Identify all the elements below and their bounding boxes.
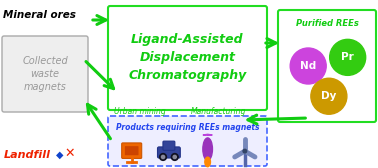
- FancyBboxPatch shape: [122, 143, 142, 158]
- Circle shape: [311, 78, 347, 114]
- Text: ✕: ✕: [65, 147, 75, 160]
- Ellipse shape: [203, 138, 212, 160]
- Text: Collected
waste
magnets: Collected waste magnets: [22, 56, 68, 92]
- FancyArrowPatch shape: [203, 134, 212, 135]
- FancyBboxPatch shape: [108, 6, 267, 110]
- Text: Urban mining: Urban mining: [114, 107, 166, 116]
- Text: ◆: ◆: [56, 150, 64, 160]
- Circle shape: [290, 48, 326, 84]
- FancyBboxPatch shape: [158, 147, 180, 158]
- Ellipse shape: [205, 157, 211, 167]
- Text: Nd: Nd: [300, 61, 316, 71]
- Text: Ligand-Assisted
Displacement
Chromatography: Ligand-Assisted Displacement Chromatogra…: [129, 33, 246, 82]
- Text: Pr: Pr: [341, 52, 354, 62]
- Circle shape: [173, 155, 177, 159]
- Text: Purified REEs: Purified REEs: [296, 19, 358, 29]
- Text: Landfill: Landfill: [4, 150, 51, 160]
- FancyBboxPatch shape: [125, 146, 138, 155]
- Circle shape: [171, 154, 178, 160]
- Circle shape: [160, 154, 166, 160]
- Text: Products requiring REEs magnets: Products requiring REEs magnets: [116, 122, 259, 132]
- Circle shape: [330, 39, 366, 75]
- FancyBboxPatch shape: [278, 10, 376, 122]
- Circle shape: [243, 149, 247, 153]
- Text: Manufacturing: Manufacturing: [191, 107, 246, 116]
- FancyBboxPatch shape: [163, 141, 175, 150]
- Circle shape: [161, 155, 165, 159]
- Text: Mineral ores: Mineral ores: [3, 10, 76, 20]
- FancyBboxPatch shape: [2, 36, 88, 112]
- FancyBboxPatch shape: [108, 116, 267, 166]
- Text: Dy: Dy: [321, 91, 336, 101]
